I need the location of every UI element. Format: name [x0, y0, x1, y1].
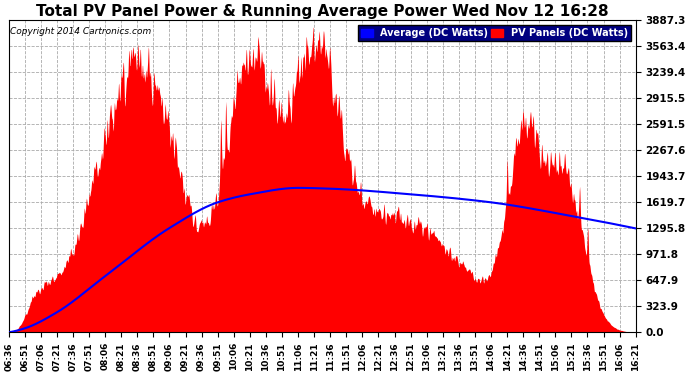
Legend: Average (DC Watts), PV Panels (DC Watts): Average (DC Watts), PV Panels (DC Watts) — [358, 25, 631, 41]
Title: Total PV Panel Power & Running Average Power Wed Nov 12 16:28: Total PV Panel Power & Running Average P… — [36, 4, 609, 19]
Text: Copyright 2014 Cartronics.com: Copyright 2014 Cartronics.com — [10, 27, 151, 36]
